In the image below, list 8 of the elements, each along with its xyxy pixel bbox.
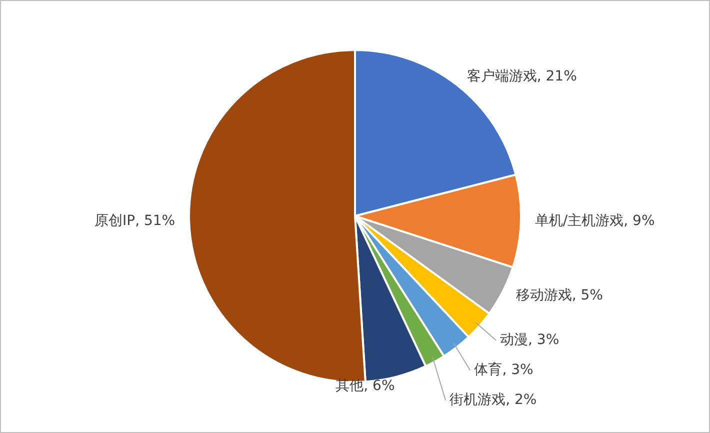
slice-label: 街机游戏, 2% — [450, 392, 537, 408]
slice-label: 原创IP, 51% — [94, 213, 176, 230]
slice-label: 体育, 3% — [474, 360, 534, 378]
slice-label: 客户端游戏, 21% — [466, 68, 577, 85]
slice-label: 动漫, 3% — [500, 332, 560, 348]
slice-label: 移动游戏, 5% — [516, 288, 603, 304]
slice-label: 其他, 6% — [336, 378, 395, 394]
slice-label: 单机/主机游戏, 9% — [534, 213, 655, 230]
